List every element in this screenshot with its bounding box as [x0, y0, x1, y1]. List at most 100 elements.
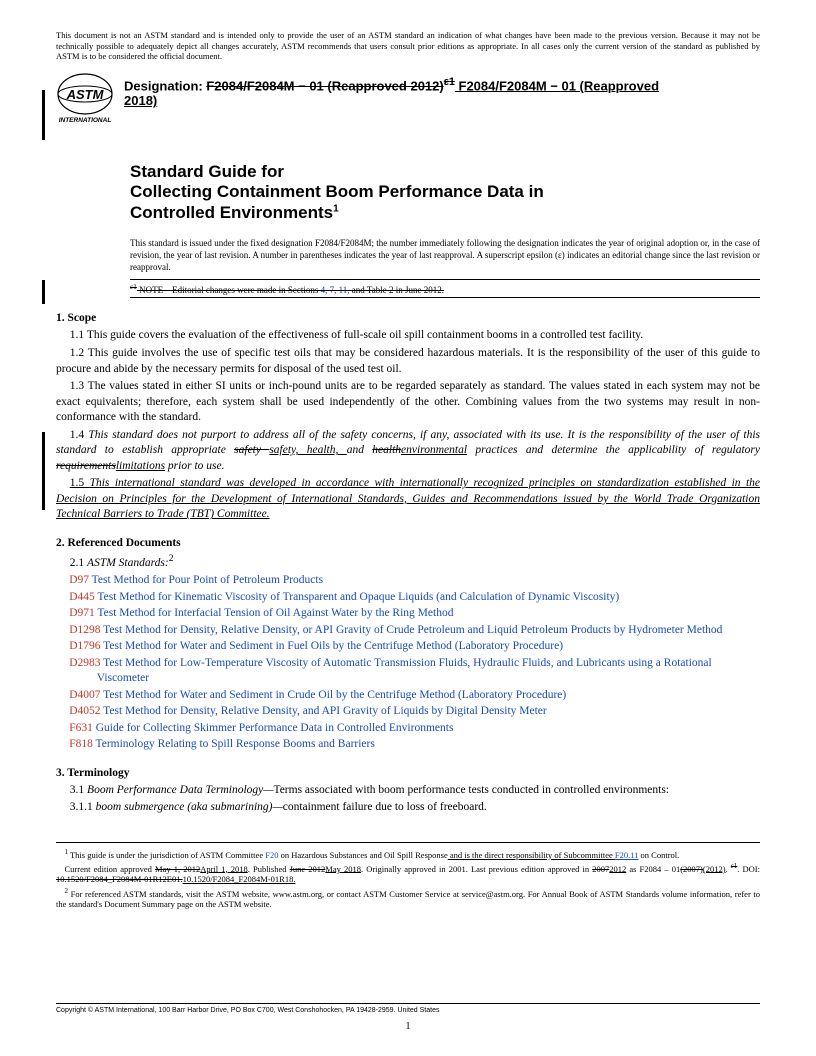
para-1-2: 1.2 This guide involves the use of speci…: [56, 346, 760, 377]
f1-link2[interactable]: F20.11: [615, 850, 639, 860]
footnote-1b: Current edition approved May 1, 2012Apri…: [56, 862, 760, 886]
f1-d: Current edition approved: [65, 863, 156, 873]
reference-id: D4052: [69, 705, 100, 717]
title-footref: 1: [333, 203, 339, 214]
footnote-2: 2 For referenced ASTM standards, visit t…: [56, 887, 760, 911]
para-2-1: 2.1 ASTM Standards:2: [56, 553, 760, 571]
designation-label: Designation:: [124, 78, 206, 93]
p31-num: 3.1: [70, 784, 87, 796]
reference-id: D971: [69, 607, 95, 619]
f1-f: . Originally approved in 2001. Last prev…: [361, 863, 592, 873]
reference-id: F631: [69, 722, 93, 734]
reference-item[interactable]: D4052 Test Method for Density, Relative …: [69, 704, 760, 720]
designation-new-line2: 2018): [124, 93, 157, 108]
scope-head: 1. Scope: [56, 312, 760, 324]
p14-i3: limitations: [116, 460, 165, 472]
f1-link1[interactable]: F20: [265, 850, 278, 860]
f2-text: For referenced ASTM standards, visit the…: [56, 888, 760, 909]
p14-e: prior to use.: [165, 460, 224, 472]
f1-s1: May 1, 2012: [155, 863, 200, 873]
reference-item[interactable]: D97 Test Method for Pour Point of Petrol…: [69, 573, 760, 589]
title-line2: Collecting Containment Boom Performance …: [130, 182, 544, 201]
reference-title: Test Method for Kinematic Viscosity of T…: [95, 591, 620, 603]
f1-s4: (2007): [680, 863, 703, 873]
reference-item[interactable]: D1796 Test Method for Water and Sediment…: [69, 639, 760, 655]
editorial-note: ε1 NOTE—Editorial changes were made in S…: [130, 279, 760, 298]
f1-e: . Published: [248, 863, 290, 873]
note-refs: 4, 7, 11,: [321, 285, 350, 295]
p31-term: Boom Performance Data Terminology—: [87, 784, 273, 796]
p14-s2: health: [372, 444, 401, 456]
f1-i3: 2012: [609, 863, 626, 873]
f1-g: as F2084 – 01: [626, 863, 680, 873]
p14-d: practices and determine the applicabilit…: [467, 444, 760, 456]
p15-body: This international standard was develope…: [56, 477, 760, 520]
reference-title: Terminology Relating to Spill Response B…: [93, 738, 375, 750]
f1-j: . DOI:: [737, 863, 760, 873]
reference-title: Guide for Collecting Skimmer Performance…: [93, 722, 454, 734]
document-title: Standard Guide for Collecting Containmen…: [130, 162, 760, 223]
p311-def: containment failure due to loss of freeb…: [283, 801, 487, 813]
reference-item[interactable]: D971 Test Method for Interfacial Tension…: [69, 606, 760, 622]
title-block: Standard Guide for Collecting Containmen…: [130, 162, 760, 299]
reference-title: Test Method for Pour Point of Petroleum …: [89, 574, 323, 586]
designation-old: F2084/F2084M − 01 (Reapproved 2012): [206, 78, 443, 93]
reference-item[interactable]: D2983 Test Method for Low-Temperature Vi…: [69, 656, 760, 687]
reference-item[interactable]: D1298 Test Method for Density, Relative …: [69, 623, 760, 639]
reference-item[interactable]: F818 Terminology Relating to Spill Respo…: [69, 737, 760, 753]
reference-id: F818: [69, 738, 93, 750]
reference-id: D2983: [69, 657, 100, 669]
change-bar: [42, 280, 45, 304]
reference-title: Test Method for Density, Relative Densit…: [101, 624, 723, 636]
f1-ins: and is the direct responsibility of Subc…: [448, 850, 615, 860]
term-head: 3. Terminology: [56, 767, 760, 779]
reference-title: Test Method for Interfacial Tension of O…: [95, 607, 454, 619]
astm-logo: ASTM INTERNATIONAL: [56, 72, 114, 126]
para-1-4: 1.4 This standard does not purport to ad…: [56, 428, 760, 475]
para-3-1-1: 3.1.1 boom submergence (aka submarining)…: [56, 800, 760, 816]
refdocs-head: 2. Referenced Documents: [56, 537, 760, 549]
footnotes: 1 This guide is under the jurisdiction o…: [56, 842, 760, 911]
p14-i1: safety, health,: [269, 444, 346, 456]
f1-s2: June 2012: [290, 863, 326, 873]
p21-label: ASTM Standards:: [87, 556, 169, 568]
p311-num: 3.1.1: [70, 801, 96, 813]
reference-title: Test Method for Density, Relative Densit…: [101, 705, 547, 717]
p14-num: 1.4: [70, 429, 89, 441]
f1-s6: 10.1520/F2084_F2084M-01R12E01.: [56, 874, 183, 884]
para-1-3: 1.3 The values stated in either SI units…: [56, 379, 760, 426]
f1-c: on Control.: [638, 850, 679, 860]
designation-new: F2084/F2084M − 01 (Reapproved: [455, 78, 659, 93]
disclaimer-text: This document is not an ASTM standard an…: [56, 30, 760, 62]
reference-id: D1298: [69, 624, 100, 636]
issuance-note: This standard is issued under the fixed …: [130, 237, 760, 273]
references-list: D97 Test Method for Pour Point of Petrol…: [69, 573, 760, 753]
reference-item[interactable]: F631 Guide for Collecting Skimmer Perfor…: [69, 721, 760, 737]
reference-id: D97: [69, 574, 89, 586]
p21-num: 2.1: [70, 556, 87, 568]
reference-id: D445: [69, 591, 95, 603]
para-1-5: 1.5 This international standard was deve…: [56, 476, 760, 523]
note-eps: ε1: [130, 282, 137, 291]
p311-term: boom submergence (aka submarining)—: [96, 801, 283, 813]
note-pre: NOTE—Editorial changes were made in Sect…: [137, 285, 321, 295]
p14-s3: requirements: [56, 460, 116, 472]
para-3-1: 3.1 Boom Performance Data Terminology—Te…: [56, 783, 760, 799]
reference-item[interactable]: D445 Test Method for Kinematic Viscosity…: [69, 590, 760, 606]
reference-title: Test Method for Water and Sediment in Cr…: [101, 689, 567, 701]
f1-i6: 10.1520/F2084_F2084M-01R18.: [183, 874, 296, 884]
reference-title: Test Method for Water and Sediment in Fu…: [101, 640, 564, 652]
f1-i2: May 2018: [325, 863, 361, 873]
f1-a: This guide is under the jurisdiction of …: [68, 850, 265, 860]
p15-num: 1.5: [70, 477, 90, 489]
title-line3: Controlled Environments: [130, 203, 333, 222]
f1-i1: April 1, 2018: [200, 863, 248, 873]
designation-eps-old: ε1: [444, 76, 455, 88]
note-post: and Table 2 in June 2012.: [350, 285, 444, 295]
para-1-1: 1.1 This guide covers the evaluation of …: [56, 328, 760, 344]
f1-i4: (2012): [703, 863, 726, 873]
reference-item[interactable]: D4007 Test Method for Water and Sediment…: [69, 688, 760, 704]
p31-def: Terms associated with boom performance t…: [273, 784, 669, 796]
p21-footref: 2: [169, 553, 174, 564]
p14-c: and: [347, 444, 373, 456]
